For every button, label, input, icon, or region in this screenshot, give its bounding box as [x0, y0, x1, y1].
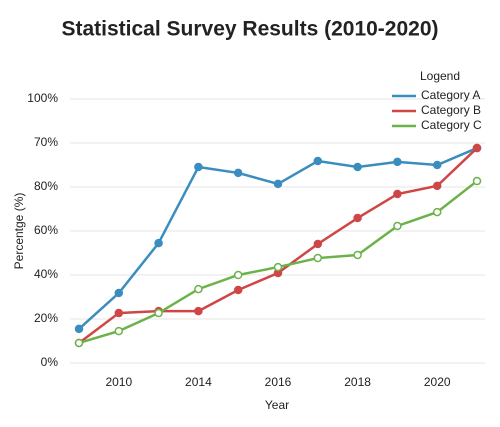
x-tick-label: 2016	[265, 375, 292, 389]
point	[194, 284, 203, 294]
point	[273, 179, 283, 189]
point	[393, 221, 402, 231]
x-tick-label: 2018	[344, 375, 371, 389]
point	[194, 306, 203, 316]
point	[353, 250, 362, 260]
x-axis-label: Year	[265, 398, 289, 412]
y-tick-label: 70%	[34, 135, 58, 149]
x-tick-label: 2014	[185, 375, 212, 389]
point	[194, 162, 203, 172]
x-tick-label: 2010	[105, 375, 132, 389]
point	[353, 162, 362, 172]
point	[432, 160, 442, 170]
y-tick-label: 40%	[34, 267, 58, 281]
point	[393, 157, 402, 167]
point	[154, 238, 163, 248]
point	[432, 207, 442, 217]
point	[74, 338, 84, 348]
point	[114, 308, 124, 318]
point	[472, 176, 482, 186]
point	[154, 308, 163, 318]
chart-title: Statistical Survey Results (2010-2020)	[61, 18, 438, 41]
y-tick-label: 80%	[34, 179, 58, 193]
y-axis-label: Percentge (%)	[12, 193, 26, 270]
point	[233, 168, 243, 178]
point	[353, 213, 362, 223]
point	[233, 270, 243, 280]
point	[432, 181, 442, 191]
point	[313, 253, 323, 263]
series-line	[78, 146, 478, 330]
point	[273, 262, 283, 272]
legend-title: Logend	[420, 69, 460, 83]
legend-label: Category B	[421, 103, 481, 117]
point	[313, 239, 323, 249]
y-tick-label: 20%	[34, 311, 58, 325]
point	[472, 143, 482, 153]
y-tick-label: 0%	[41, 355, 59, 369]
point	[393, 189, 402, 199]
point	[114, 288, 124, 298]
legend-label: Category C	[421, 118, 482, 132]
point	[114, 326, 124, 336]
point	[233, 285, 243, 295]
point	[313, 156, 323, 166]
point	[74, 324, 84, 334]
x-tick-label: 2020	[424, 375, 451, 389]
y-tick-label: 100%	[27, 91, 58, 105]
series-line	[78, 147, 478, 344]
legend-label: Category A	[421, 88, 480, 102]
y-tick-label: 60%	[34, 223, 58, 237]
